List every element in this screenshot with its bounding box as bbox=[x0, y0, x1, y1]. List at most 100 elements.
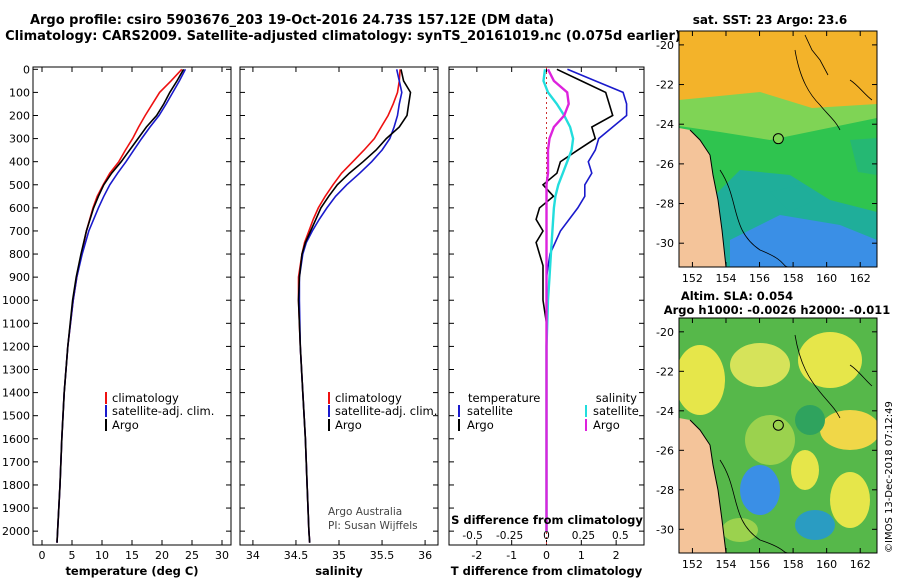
x-tick-label: 1 bbox=[578, 549, 585, 562]
lon-tick-label: 162 bbox=[850, 272, 871, 285]
s-difference-axis-title: S difference from climatology bbox=[451, 513, 643, 527]
depth-tick-label: 200 bbox=[9, 109, 30, 122]
x-tick-label: 20 bbox=[155, 549, 169, 562]
sst-map-title: sat. SST: 23 Argo: 23.6 bbox=[693, 13, 847, 27]
temperature-legend: climatology satellite-adj. clim. Argo bbox=[105, 391, 214, 432]
difference-legend: temperature satellite Argo salinity sate… bbox=[458, 391, 639, 432]
legend-t-argo-label: Argo bbox=[467, 418, 494, 432]
depth-tick-label: 1800 bbox=[2, 479, 30, 492]
depth-tick-label: 1200 bbox=[2, 340, 30, 353]
lon-tick-label: 152 bbox=[682, 558, 703, 571]
lat-tick-label: -30 bbox=[656, 237, 674, 250]
x-axis-title: T difference from climatology bbox=[451, 564, 643, 578]
s-tick-label: 0.25 bbox=[572, 530, 595, 542]
x-tick-label: -2 bbox=[471, 549, 482, 562]
depth-axis: 0 100 200 300 400 500 600 700 800 900 1000 1100 1200… bbox=[2, 63, 30, 538]
legend-climatology-label: climatology bbox=[335, 391, 402, 405]
depth-tick-label: 1400 bbox=[2, 387, 30, 400]
x-tick-label: 30 bbox=[215, 549, 229, 562]
depth-tick-label: 500 bbox=[9, 179, 30, 192]
x-tick-label: 5 bbox=[69, 549, 76, 562]
lon-tick-label: 160 bbox=[816, 272, 837, 285]
figure-title: Argo profile: csiro 5903676_203 19-Oct-2… bbox=[30, 13, 554, 28]
x-tick-label: 2 bbox=[613, 549, 620, 562]
sst-map-axes: 152 154 156 158 160 162 -20 -22 -24 -26 -28 -30 bbox=[656, 30, 878, 285]
series-line-argo bbox=[297, 69, 412, 543]
lon-tick-label: 154 bbox=[715, 272, 736, 285]
imos-timestamp: ©IMOS 13-Dec-2018 07:12:49 bbox=[884, 401, 895, 553]
credit-line-1: Argo Australia bbox=[328, 506, 402, 518]
depth-tick-label: 1700 bbox=[2, 456, 30, 469]
map-frame bbox=[678, 317, 878, 554]
lat-tick-label: -20 bbox=[656, 39, 674, 52]
s-tick-label: 0.5 bbox=[612, 530, 629, 542]
legend-salinity-heading: salinity bbox=[596, 391, 637, 405]
lat-tick-label: -24 bbox=[656, 405, 674, 418]
depth-tick-label: 1000 bbox=[2, 294, 30, 307]
series-line-satellite bbox=[545, 68, 628, 532]
credit-line-2: PI: Susan Wijffels bbox=[328, 520, 418, 532]
lat-tick-label: -26 bbox=[656, 158, 674, 171]
difference-panel: -2 -1 0 1 2 T difference from climatology -0.5… bbox=[448, 66, 645, 578]
sla-map-image bbox=[679, 318, 877, 553]
argo-position-marker bbox=[772, 133, 784, 145]
depth-tick-label: 1300 bbox=[2, 364, 30, 377]
x-tick-label: 35.5 bbox=[370, 549, 395, 562]
legend-argo-label: Argo bbox=[335, 418, 362, 432]
lon-tick-label: 156 bbox=[749, 558, 770, 571]
plot-frame bbox=[239, 66, 439, 546]
lat-tick-label: -22 bbox=[656, 79, 674, 92]
legend-t-satellite-label: satellite bbox=[467, 404, 513, 418]
salinity-panel: 34 34.5 35 35.5 36 salinity bbox=[239, 66, 439, 578]
series-line-argo bbox=[56, 68, 185, 543]
salinity-legend: climatology satellite-adj. clim. Argo bbox=[328, 391, 437, 432]
s-tick-label: -0.25 bbox=[496, 530, 523, 542]
legend-temperature-heading: temperature bbox=[468, 391, 540, 405]
legend-satellite-label: satellite-adj. clim. bbox=[112, 404, 214, 418]
s-tick-label: 0 bbox=[543, 530, 550, 542]
lon-tick-label: 158 bbox=[783, 272, 804, 285]
depth-tick-label: 1500 bbox=[2, 410, 30, 423]
x-tick-label: 15 bbox=[125, 549, 139, 562]
x-tick-label: -1 bbox=[506, 549, 517, 562]
lat-tick-label: -20 bbox=[656, 326, 674, 339]
depth-tick-label: 1100 bbox=[2, 317, 30, 330]
x-tick-label: 35 bbox=[332, 549, 346, 562]
x-tick-label: 0 bbox=[39, 549, 46, 562]
lat-tick-label: -28 bbox=[656, 198, 674, 211]
x-tick-label: 25 bbox=[185, 549, 199, 562]
x-axis-title: temperature (deg C) bbox=[65, 564, 198, 578]
map-frame bbox=[678, 30, 878, 268]
series-line-satellite-adj-clim- bbox=[56, 68, 187, 543]
depth-tick-label: 400 bbox=[9, 156, 30, 169]
lat-tick-label: -22 bbox=[656, 365, 674, 378]
lat-tick-label: -24 bbox=[656, 118, 674, 131]
x-axis-title: salinity bbox=[315, 564, 363, 578]
s-tick-label: -0.5 bbox=[462, 530, 483, 542]
legend-s-satellite-label: satellite bbox=[593, 404, 639, 418]
depth-tick-label: 600 bbox=[9, 202, 30, 215]
lat-tick-label: -28 bbox=[656, 484, 674, 497]
sla-map-title: Altim. SLA: 0.054 bbox=[681, 289, 793, 303]
depth-tick-label: 100 bbox=[9, 86, 30, 99]
x-tick-label: 10 bbox=[95, 549, 109, 562]
x-tick-label: 36 bbox=[418, 549, 432, 562]
depth-tick-label: 900 bbox=[9, 271, 30, 284]
lon-tick-label: 162 bbox=[850, 558, 871, 571]
temperature-panel: 0 5 10 15 20 25 30 temperature (deg C) bbox=[32, 66, 232, 578]
lat-tick-label: -26 bbox=[656, 444, 674, 457]
x-tick-label: 34.5 bbox=[284, 549, 309, 562]
depth-tick-label: 800 bbox=[9, 248, 30, 261]
legend-s-argo-label: Argo bbox=[593, 418, 620, 432]
lon-tick-label: 152 bbox=[682, 272, 703, 285]
sla-map-subtitle: Argo h1000: -0.0026 h2000: -0.011 bbox=[664, 303, 891, 317]
depth-tick-label: 700 bbox=[9, 225, 30, 238]
lat-tick-label: -30 bbox=[656, 523, 674, 536]
lon-tick-label: 154 bbox=[715, 558, 736, 571]
lon-tick-label: 158 bbox=[783, 558, 804, 571]
depth-tick-label: 300 bbox=[9, 133, 30, 146]
series-line-climatology bbox=[56, 68, 183, 543]
depth-tick-label: 1600 bbox=[2, 433, 30, 446]
sst-map-image bbox=[679, 31, 877, 267]
